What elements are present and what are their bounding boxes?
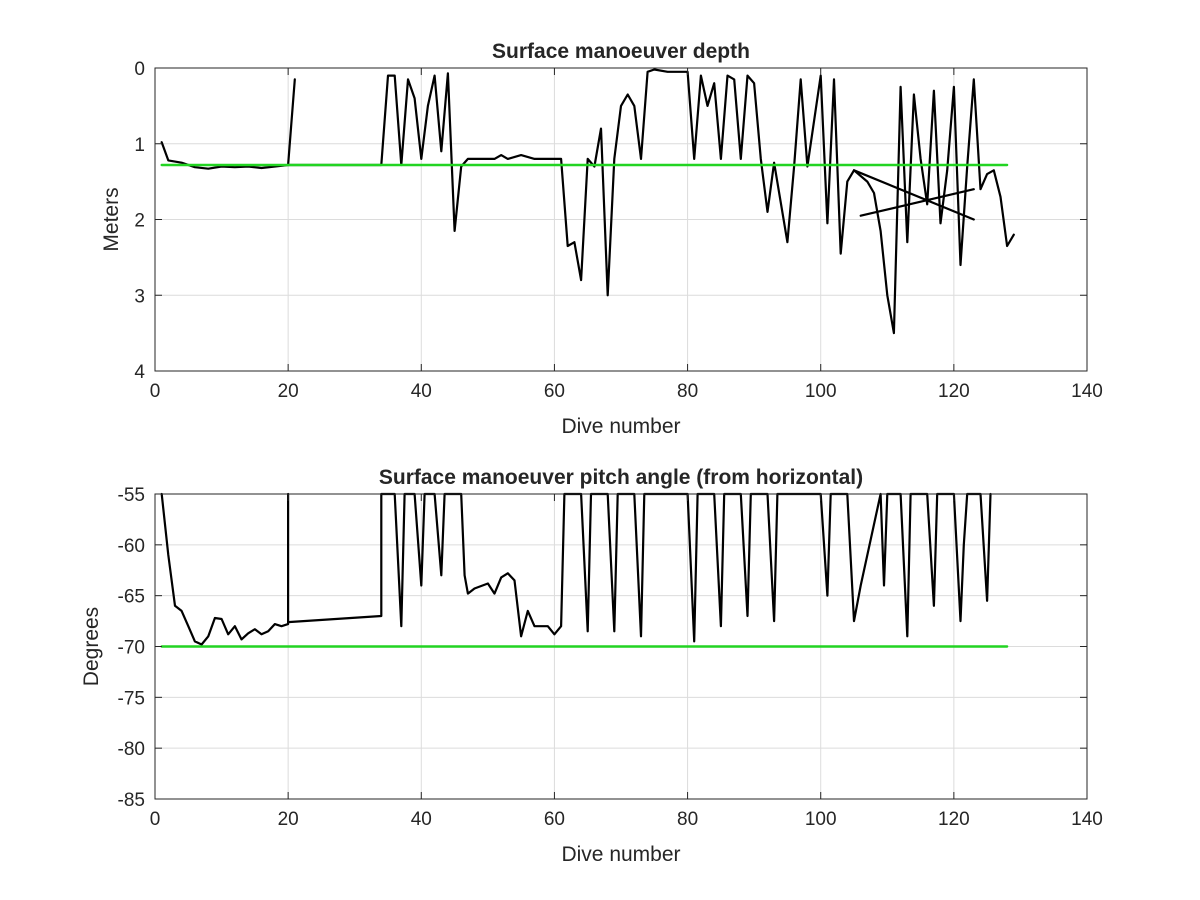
- y-tick-label: 0: [134, 59, 145, 80]
- y-tick-label: -70: [118, 638, 145, 659]
- y-tick-label: -65: [118, 587, 145, 608]
- y-tick-label: 4: [134, 362, 145, 383]
- x-tick-label: 60: [544, 381, 565, 402]
- x-tick-label: 80: [677, 381, 698, 402]
- y-tick-label: -60: [118, 536, 145, 557]
- chart-title: Surface manoeuver pitch angle (from hori…: [379, 466, 863, 489]
- y-axis-label: Degrees: [80, 607, 103, 686]
- y-axis-label: Meters: [100, 187, 123, 251]
- series-1-line-3: [852, 169, 975, 221]
- x-tick-label: 40: [411, 809, 432, 830]
- x-tick-label: 20: [278, 381, 299, 402]
- chart-1: 0 20 40 60 80 100 120 140 0 1 2 3 4 Surface manoeuver…: [100, 40, 1103, 438]
- series-1-line-1: [160, 492, 290, 646]
- chart-title: Surface manoeuver depth: [492, 40, 750, 63]
- y-tick-label: -85: [118, 790, 145, 811]
- x-tick-label: 20: [278, 809, 299, 830]
- y-tick-label: -80: [118, 739, 145, 760]
- x-tick-label: 120: [938, 381, 970, 402]
- x-tick-label: 100: [805, 381, 837, 402]
- series-1-line-4: [859, 188, 975, 217]
- y-tick-label: 2: [134, 211, 145, 232]
- x-tick-label: 120: [938, 809, 970, 830]
- x-tick-label: 0: [150, 809, 161, 830]
- x-tick-label: 140: [1071, 809, 1103, 830]
- y-tick-label: 3: [134, 286, 145, 307]
- x-tick-label: 60: [544, 809, 565, 830]
- series-1-line-2: [287, 68, 1015, 335]
- x-axis-label: Dive number: [561, 415, 680, 438]
- x-axis-label: Dive number: [561, 843, 680, 866]
- x-tick-label: 80: [677, 809, 698, 830]
- y-tick-label: -75: [118, 688, 145, 709]
- y-tick-label: -55: [118, 485, 145, 506]
- chart-2: 0 20 40 60 80 100 120 140 -55 -60 -65 -70 -75 -80 -85 S…: [80, 466, 1103, 866]
- x-tick-label: 140: [1071, 381, 1103, 402]
- y-tick-label: 1: [134, 135, 145, 156]
- series-1-line-1: [160, 78, 296, 170]
- x-tick-label: 40: [411, 381, 432, 402]
- x-tick-label: 100: [805, 809, 837, 830]
- x-tick-label: 0: [150, 381, 161, 402]
